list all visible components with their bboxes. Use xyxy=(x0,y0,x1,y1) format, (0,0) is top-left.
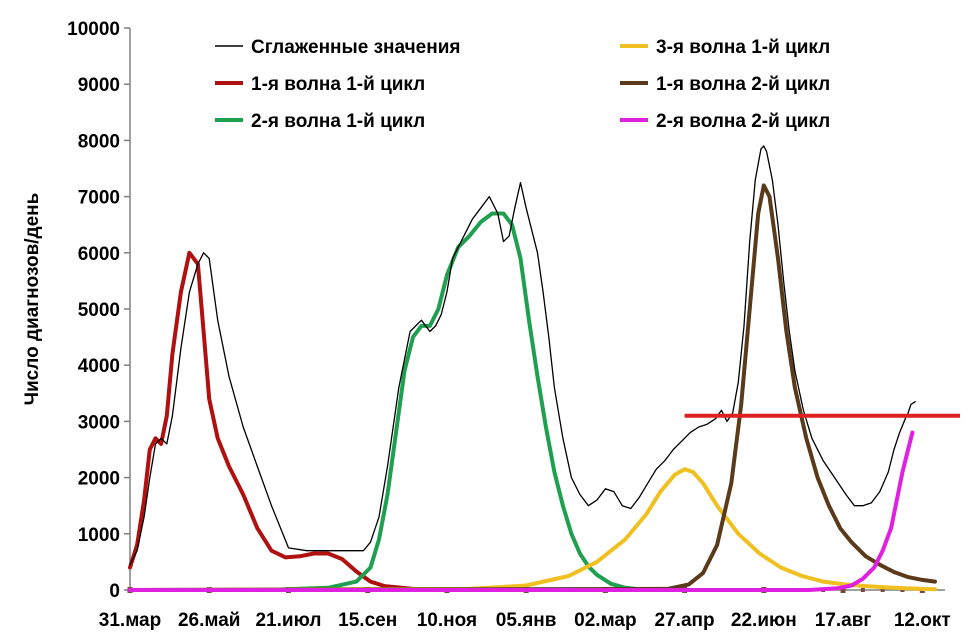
series-line-0 xyxy=(129,145,916,566)
x-tick-label: 15.сен xyxy=(338,610,397,631)
y-tick-label: 7000 xyxy=(78,188,120,209)
legend-label-2: 2-я волна 1-й цикл xyxy=(251,111,425,132)
x-tick-label: 05.янв xyxy=(496,610,557,631)
series-line-3 xyxy=(128,467,937,592)
axes-layer: 0 1000 2000 3000 4000 5000 6000 7000 8000 9000 100… xyxy=(22,19,951,631)
x-tick-label: 27.апр xyxy=(655,610,715,631)
x-tick-label: 17.авг xyxy=(815,610,872,631)
x-tick xyxy=(840,587,846,593)
series-line-2 xyxy=(128,211,698,592)
y-tick-label: 1000 xyxy=(78,525,120,546)
y-tick-label: 4000 xyxy=(78,356,120,377)
x-tick-label: 22.июн xyxy=(731,610,797,631)
series-layer xyxy=(128,145,960,592)
x-tick-label: 31.мар xyxy=(99,610,161,631)
x-tick-label: 26.май xyxy=(178,610,240,631)
y-tick-label: 2000 xyxy=(78,469,120,490)
y-tick-label: 8000 xyxy=(78,131,120,152)
legend-label-5: 2-я волна 2-й цикл xyxy=(656,111,830,132)
legend-label-4: 1-я волна 2-й цикл xyxy=(656,74,830,95)
series-line-5 xyxy=(128,430,915,592)
x-tick-label: 10.ноя xyxy=(417,610,477,631)
y-tick-label: 9000 xyxy=(78,75,120,96)
y-tick-label: 3000 xyxy=(78,412,120,433)
legend-label-3: 3-я волна 1-й цикл xyxy=(656,37,830,58)
legend-layer: Сглаженные значения 1-я волна 1-й цикл 2-я… xyxy=(215,37,830,132)
x-minor-tick xyxy=(860,588,865,592)
y-tick-label: 0 xyxy=(109,581,120,602)
y-tick-label: 10000 xyxy=(67,19,120,40)
series-line-1 xyxy=(128,250,500,592)
x-tick-label: 21.июл xyxy=(255,610,321,631)
y-axis-title: Число диагнозов/день xyxy=(22,193,43,406)
y-tick-label: 6000 xyxy=(78,244,120,265)
x-tick-label: 12.окт xyxy=(894,610,951,631)
y-tick-label: 5000 xyxy=(78,300,120,321)
legend-label-1: 1-я волна 1-й цикл xyxy=(251,74,425,95)
series-line-4 xyxy=(128,183,937,592)
legend-label-0: Сглаженные значения xyxy=(251,37,460,58)
x-tick-label: 02.мар xyxy=(574,610,636,631)
x-minor-tick xyxy=(880,588,885,592)
